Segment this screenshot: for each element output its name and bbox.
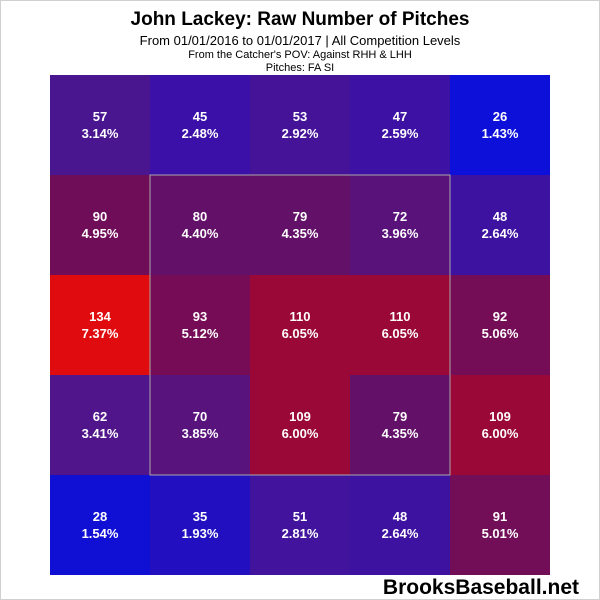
chart-title: John Lackey: Raw Number of Pitches	[130, 9, 470, 30]
cell-percent-label: 2.64%	[482, 226, 519, 241]
cell-count-label: 109	[289, 409, 311, 424]
heatmap-cell	[250, 75, 350, 175]
cell-count-label: 110	[390, 309, 411, 324]
cell-percent-label: 6.05%	[382, 326, 419, 341]
heatmap-cell	[250, 175, 350, 275]
heatmap-cell	[450, 275, 550, 375]
heatmap-cell	[150, 375, 250, 475]
heatmap-cell	[50, 175, 150, 275]
heatmap-cell	[250, 275, 350, 375]
heatmap-cell	[50, 275, 150, 375]
heatmap-cell	[150, 475, 250, 575]
cell-percent-label: 4.95%	[82, 226, 119, 241]
heatmap-cell	[450, 75, 550, 175]
heatmap-cell	[50, 375, 150, 475]
cell-count-label: 62	[93, 409, 107, 424]
heatmap-cell	[450, 375, 550, 475]
cell-percent-label: 2.81%	[282, 526, 319, 541]
cell-count-label: 26	[493, 109, 507, 124]
cell-count-label: 79	[293, 209, 307, 224]
cell-percent-label: 1.54%	[82, 526, 119, 541]
heatmap-cell	[250, 375, 350, 475]
cell-percent-label: 6.00%	[282, 426, 319, 441]
cell-percent-label: 2.48%	[182, 126, 219, 141]
cell-count-label: 110	[290, 309, 311, 324]
cell-percent-label: 3.14%	[82, 126, 119, 141]
cell-percent-label: 5.06%	[482, 326, 519, 341]
cell-percent-label: 4.35%	[382, 426, 419, 441]
heatmap-cell	[350, 475, 450, 575]
cell-percent-label: 3.41%	[82, 426, 119, 441]
heatmap-cell	[150, 275, 250, 375]
cell-count-label: 57	[93, 109, 107, 124]
cell-count-label: 79	[393, 409, 407, 424]
cell-percent-label: 6.05%	[282, 326, 319, 341]
cell-percent-label: 2.59%	[382, 126, 419, 141]
heatmap-cell	[50, 475, 150, 575]
cell-count-label: 48	[393, 509, 407, 524]
cell-count-label: 93	[193, 309, 207, 324]
cell-count-label: 80	[193, 209, 207, 224]
chart-subtitle: From 01/01/2016 to 01/01/2017 | All Comp…	[139, 33, 461, 48]
cell-count-label: 48	[493, 209, 507, 224]
cell-count-label: 47	[393, 109, 407, 124]
cell-percent-label: 2.92%	[282, 126, 319, 141]
cell-count-label: 35	[193, 509, 207, 524]
cell-count-label: 90	[93, 209, 107, 224]
cell-percent-label: 4.40%	[182, 226, 219, 241]
cell-count-label: 51	[293, 509, 307, 524]
heatmap-cell	[350, 375, 450, 475]
cell-count-label: 45	[193, 109, 207, 124]
cell-count-label: 92	[493, 309, 507, 324]
cell-count-label: 28	[93, 509, 107, 524]
cell-count-label: 70	[193, 409, 207, 424]
cell-percent-label: 5.01%	[482, 526, 519, 541]
cell-percent-label: 3.85%	[182, 426, 219, 441]
heatmap-cell	[350, 275, 450, 375]
heatmap-cell	[150, 75, 250, 175]
heatmap-cell	[350, 75, 450, 175]
heatmap-cell	[150, 175, 250, 275]
cell-count-label: 134	[89, 309, 111, 324]
cell-percent-label: 2.64%	[382, 526, 419, 541]
cell-percent-label: 6.00%	[482, 426, 519, 441]
cell-percent-label: 1.43%	[482, 126, 519, 141]
pitch-types-note: Pitches: FA SI	[265, 62, 335, 74]
cell-percent-label: 1.93%	[182, 526, 219, 541]
cell-percent-label: 4.35%	[282, 226, 319, 241]
heatmap-cell	[350, 175, 450, 275]
heatmap-cell	[250, 475, 350, 575]
heatmap-cell	[50, 75, 150, 175]
pov-note: From the Catcher's POV: Against RHH & LH…	[188, 49, 412, 61]
cell-count-label: 109	[489, 409, 511, 424]
strike-zone-outline	[149, 174, 451, 476]
cell-percent-label: 3.96%	[382, 226, 419, 241]
cell-count-label: 91	[493, 509, 507, 524]
cell-count-label: 72	[393, 209, 407, 224]
cell-percent-label: 5.12%	[182, 326, 219, 341]
brand-watermark: BrooksBaseball.net	[382, 576, 579, 599]
cell-count-label: 53	[293, 109, 307, 124]
heatmap-cell	[450, 475, 550, 575]
heatmap-cell	[450, 175, 550, 275]
cell-percent-label: 7.37%	[82, 326, 119, 341]
